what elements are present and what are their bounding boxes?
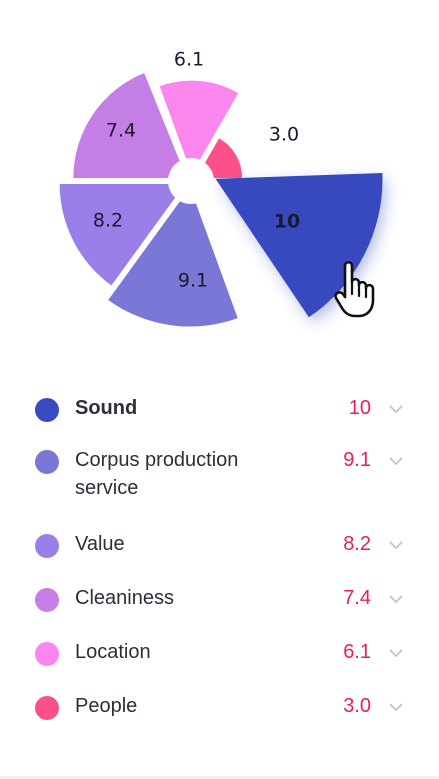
legend-item-corpus[interactable]: Corpus production service 9.1 [0, 446, 439, 506]
legend-dot-sound [35, 398, 59, 422]
bottom-divider [0, 776, 439, 779]
chevron-down-icon[interactable] [388, 455, 404, 467]
slice-value-label: 8.2 [93, 210, 123, 232]
chevron-down-icon[interactable] [388, 647, 404, 659]
legend-dot-location [35, 642, 59, 666]
legend-label-corpus: Corpus production service [75, 449, 239, 499]
legend-label-location: Location [75, 641, 151, 663]
legend-value-cleaniness: 7.4 [343, 587, 371, 609]
legend-item-cleaniness[interactable]: Cleaniness 7.4 [0, 584, 439, 624]
slice-location[interactable] [159, 80, 239, 174]
slice-value-label: 3.0 [269, 124, 299, 146]
slice-sound[interactable] [215, 172, 383, 318]
slice-corpus[interactable] [108, 187, 238, 327]
chart-svg: 10 9.1 8.2 7.4 6.1 3.0 [59, 49, 383, 327]
chevron-down-icon[interactable] [388, 539, 404, 551]
legend-item-people[interactable]: People 3.0 [0, 692, 439, 732]
slice-value-label: 9.1 [178, 270, 208, 292]
legend-label-people: People [75, 695, 138, 717]
legend-label-cleaniness: Cleaniness [75, 587, 174, 609]
legend-item-sound[interactable]: Sound 10 [0, 394, 439, 434]
legend-value-people: 3.0 [343, 695, 371, 717]
slice-value-label: 7.4 [106, 120, 136, 142]
hand-pointer-icon [334, 260, 375, 318]
legend-dot-cleaniness [35, 588, 59, 612]
chevron-down-icon[interactable] [388, 593, 404, 605]
legend-item-value[interactable]: Value 8.2 [0, 530, 439, 570]
slice-value-label: 6.1 [174, 49, 204, 71]
legend-dot-value [35, 534, 59, 558]
slice-cleaniness[interactable] [73, 73, 187, 178]
legend-item-location[interactable]: Location 6.1 [0, 638, 439, 678]
legend-value-value: 8.2 [343, 533, 371, 555]
legend-value-location: 6.1 [343, 641, 371, 663]
legend-dot-corpus [35, 450, 59, 474]
legend-value-sound: 10 [348, 397, 371, 419]
slice-value[interactable] [59, 184, 186, 286]
legend-value-corpus: 9.1 [343, 449, 371, 471]
legend-label-sound: Sound [75, 397, 138, 419]
polar-area-chart: 10 9.1 8.2 7.4 6.1 3.0 [0, 0, 439, 380]
chevron-down-icon[interactable] [388, 403, 404, 415]
legend-label-value: Value [75, 533, 125, 555]
chevron-down-icon[interactable] [388, 701, 404, 713]
slice-value-label: 10 [274, 211, 300, 233]
chart-center-hole [168, 158, 214, 204]
legend-dot-people [35, 696, 59, 720]
